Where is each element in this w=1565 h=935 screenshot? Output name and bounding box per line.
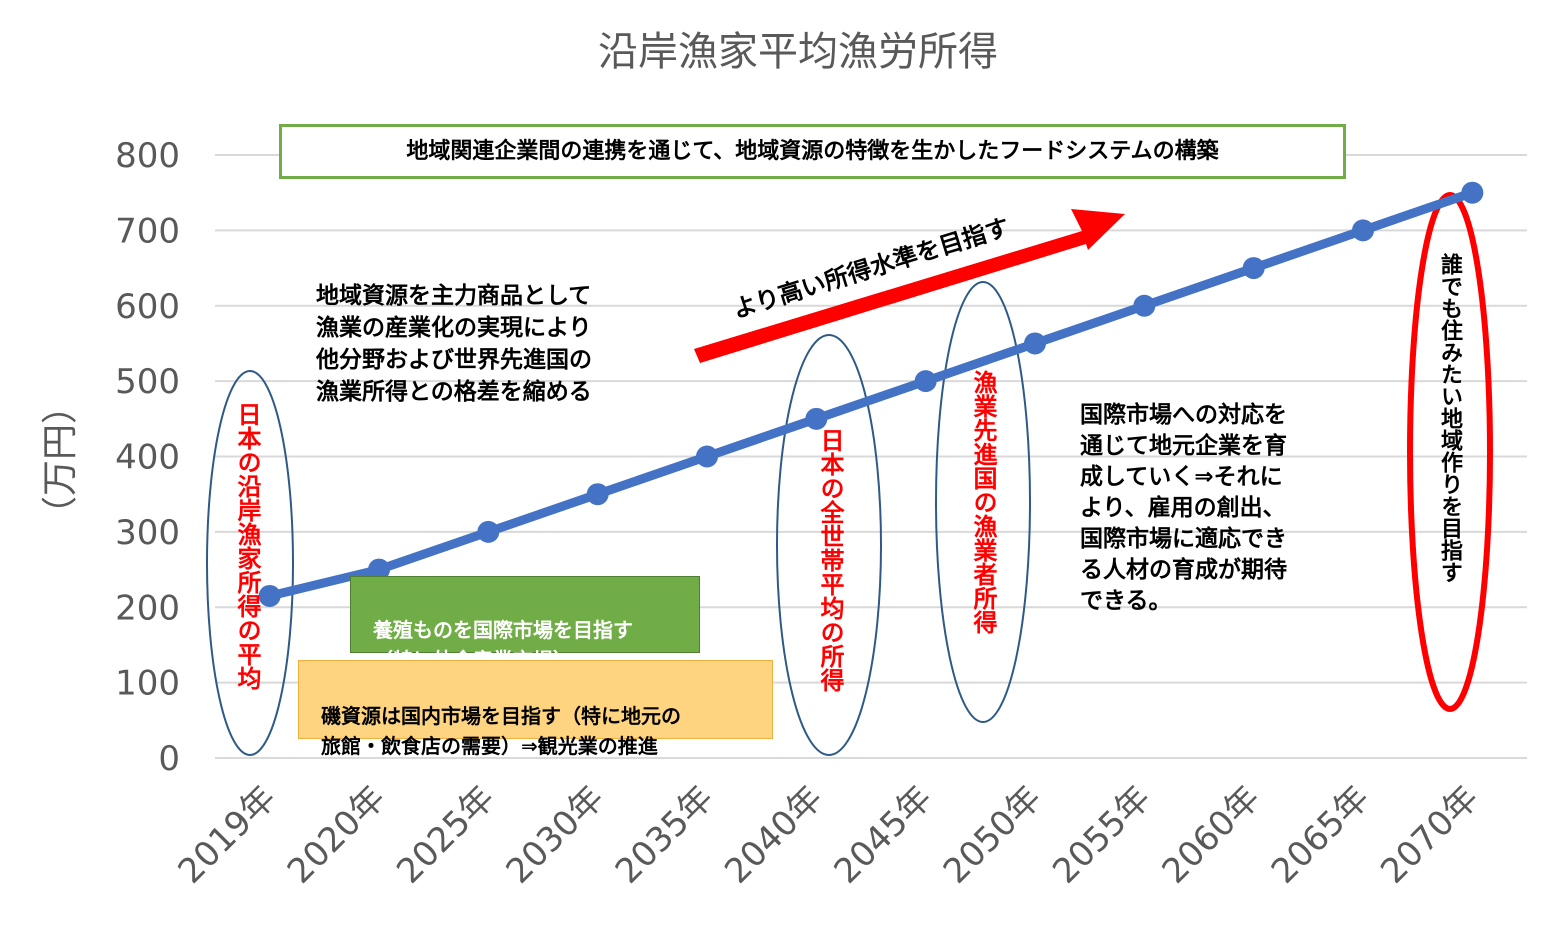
series-line	[268, 188, 1474, 601]
x-tick-label: 2070年	[1373, 778, 1487, 892]
x-tick-label: 2040年	[717, 778, 831, 892]
data-point	[1461, 181, 1484, 204]
y-tick-label: 700	[115, 211, 180, 251]
data-point	[258, 584, 281, 607]
data-point	[914, 370, 937, 393]
y-tick-label: 0	[158, 739, 180, 779]
x-tick-label: 2020年	[280, 778, 394, 892]
data-point	[805, 407, 828, 430]
upward-arrow: より高い所得水準を目指す	[694, 209, 1125, 363]
left-annotation: 地域資源を主力商品として 漁業の産業化の実現により 他分野および世界先進国の 漁…	[316, 283, 592, 405]
x-tick-label: 2060年	[1155, 778, 1269, 892]
right-annotation: 国際市場への対応を 通じて地元企業を育 成していく⇒それに より、雇用の創出、 …	[1080, 402, 1287, 614]
top-box: 地域関連企業間の連携を通じて、地域資源の特徴を生かしたフードシステムの構築	[279, 124, 1346, 179]
y-tick-label: 200	[115, 588, 180, 628]
vertical-text-advanced-nations: 漁業先進国の漁業者所得	[969, 370, 997, 634]
ellipse-target	[1407, 192, 1493, 712]
x-tick-label: 2050年	[936, 778, 1050, 892]
yellow-box-text: 磯資源は国内市場を目指す（特に地元の 旅館・飲食店の需要）⇒観光業の推進	[321, 704, 681, 758]
x-tick-label: 2045年	[827, 778, 941, 892]
data-point	[477, 520, 500, 543]
x-tick-label: 2025年	[389, 778, 503, 892]
chart-title: 沿岸漁家平均漁労所得	[598, 29, 998, 75]
data-point	[1133, 294, 1156, 317]
x-tick-label: 2055年	[1045, 778, 1159, 892]
y-tick-label: 100	[115, 664, 180, 704]
y-tick-label: 600	[115, 287, 180, 327]
data-point	[586, 483, 609, 506]
x-axis: 2019年2020年2025年2030年2035年2040年2045年2050年…	[171, 778, 1487, 892]
x-tick-label: 2065年	[1264, 778, 1378, 892]
data-point	[368, 558, 390, 581]
x-tick-label: 2030年	[499, 778, 613, 892]
top-box-text: 地域関連企業間の連携を通じて、地域資源の特徴を生かしたフードシステムの構築	[406, 139, 1219, 164]
y-tick-label: 400	[115, 438, 180, 478]
y-tick-label: 300	[115, 513, 180, 553]
ellipse-national-average	[776, 334, 882, 756]
x-tick-label: 2019年	[171, 778, 285, 892]
data-point	[1242, 257, 1265, 280]
green-box: 養殖ものを国際市場を目指す （特に外食産業市場）	[350, 576, 700, 672]
vertical-text-national-average: 日本の全世帯平均の所得	[816, 428, 844, 692]
y-axis-label: （万円）	[40, 388, 81, 532]
x-tick-label: 2035年	[608, 778, 722, 892]
y-tick-label: 500	[115, 362, 180, 402]
ellipse-advanced-nations	[935, 281, 1031, 723]
data-point	[1024, 332, 1046, 355]
vertical-text-target: 誰でも住みたい地域作りを目指す	[1437, 253, 1462, 583]
ellipse-coastal-average	[206, 370, 294, 756]
y-tick-label: 800	[115, 136, 180, 176]
y-axis: 0 100 200 300 400 500 600 700 800	[115, 136, 180, 779]
yellow-box: 磯資源は国内市場を目指す（特に地元の 旅館・飲食店の需要）⇒観光業の推進	[298, 660, 773, 758]
vertical-text-coastal-average: 日本の沿岸漁家所得の平均	[233, 402, 261, 690]
series-line-group	[258, 181, 1484, 607]
data-point	[696, 445, 718, 468]
data-point	[1352, 219, 1374, 242]
